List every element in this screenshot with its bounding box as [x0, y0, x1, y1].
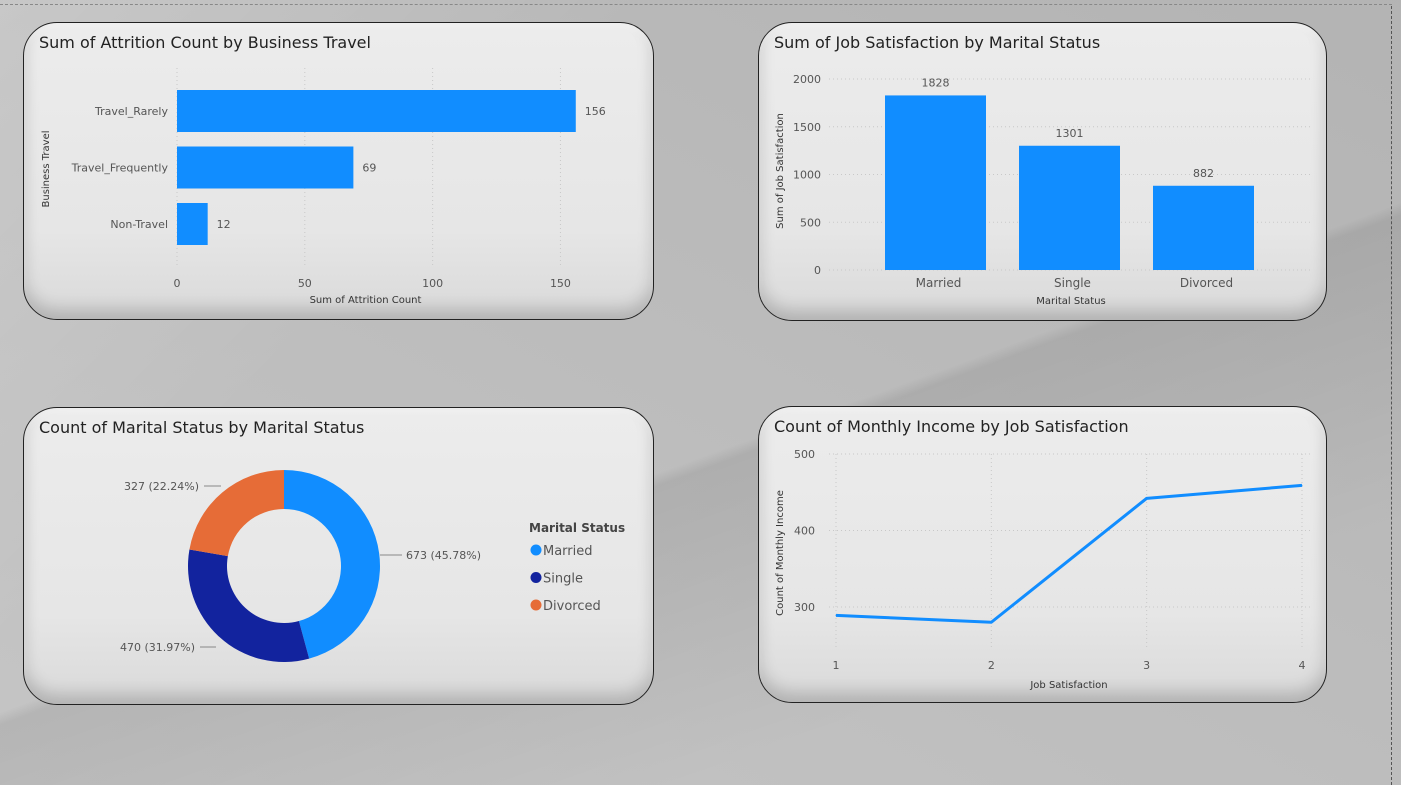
card-job-satisfaction-by-marital[interactable]: Sum of Job Satisfaction by Marital Statu… [758, 22, 1327, 321]
data-label: 470 (31.97%) [120, 641, 195, 654]
donut-slice [284, 470, 381, 659]
chart-title: Sum of Job Satisfaction by Marital Statu… [774, 33, 1101, 52]
y-tick-label: 1000 [793, 169, 821, 182]
donut-slice [188, 549, 310, 662]
bar [885, 95, 986, 271]
x-category-label: Married [916, 276, 962, 290]
x-tick-label: 100 [422, 277, 443, 290]
bar [1153, 185, 1254, 270]
x-tick-label: 3 [1143, 659, 1150, 672]
y-category-label: Travel_Rarely [94, 105, 168, 118]
legend-marker [530, 572, 542, 583]
x-axis-title: Job Satisfaction [1029, 680, 1107, 691]
bar [177, 203, 208, 245]
card-attrition-by-travel[interactable]: Sum of Attrition Count by Business Trave… [23, 22, 654, 320]
y-axis-title: Sum of Job Satisfaction [775, 113, 786, 229]
legend-item-label: Divorced [543, 599, 601, 614]
x-category-label: Divorced [1180, 276, 1233, 290]
y-axis-title: Business Travel [41, 130, 52, 207]
data-label: 12 [217, 218, 231, 231]
x-tick-label: 2 [988, 659, 995, 672]
y-tick-label: 2000 [793, 73, 821, 86]
data-label: 156 [585, 105, 606, 118]
series-line [835, 483, 1303, 624]
y-tick-label: 500 [794, 448, 815, 461]
y-tick-label: 300 [794, 601, 815, 614]
job-satisfaction-bar-chart: 0 500 1000 1500 2000 1828 Married 1301 Single 882… [775, 73, 1311, 307]
x-tick-label: 50 [298, 277, 312, 290]
data-label: 1301 [1056, 127, 1084, 140]
legend-item-label: Married [543, 544, 593, 559]
x-tick-label: 0 [174, 277, 181, 290]
data-point [990, 621, 992, 623]
data-label: 1828 [922, 76, 950, 89]
y-tick-label: 1500 [793, 121, 821, 134]
data-label: 327 (22.24%) [124, 480, 199, 493]
canvas-top-border [0, 0, 1392, 5]
data-point [1301, 484, 1303, 486]
chart-title: Sum of Attrition Count by Business Trave… [39, 33, 371, 52]
data-label: 882 [1193, 167, 1214, 180]
legend-item-label: Single [543, 572, 583, 587]
x-category-label: Single [1054, 276, 1091, 290]
y-tick-label: 500 [800, 216, 821, 229]
x-axis-title: Marital Status [1036, 296, 1106, 307]
y-tick-label: 400 [794, 524, 815, 537]
attrition-bar-chart: 0 50 100 150 Travel_Rarely 156 Travel_Frequent… [41, 68, 606, 306]
x-tick-label: 1 [833, 659, 840, 672]
y-axis-title: Count of Monthly Income [775, 490, 786, 616]
x-tick-label: 4 [1299, 659, 1306, 672]
y-tick-label: 0 [814, 264, 821, 277]
legend-marker [530, 599, 542, 611]
card-marital-status-donut[interactable]: Count of Marital Status by Marital Statu… [23, 407, 654, 705]
marital-status-donut-chart: 673 (45.78%) 470 (31.97%) 327 (22.24%) Mari… [120, 470, 625, 662]
x-tick-label: 150 [550, 277, 571, 290]
donut-slice [189, 470, 284, 557]
data-point [835, 614, 837, 616]
bar [177, 90, 576, 132]
legend-marker [530, 544, 542, 556]
data-label: 673 (45.78%) [406, 549, 481, 562]
data-point [1146, 497, 1148, 499]
data-label: 69 [362, 162, 376, 175]
y-category-label: Non-Travel [110, 218, 168, 231]
bar [1019, 145, 1120, 270]
chart-title: Count of Marital Status by Marital Statu… [39, 418, 365, 437]
card-income-by-satisfaction[interactable]: Count of Monthly Income by Job Satisfact… [758, 406, 1327, 703]
canvas-right-border [1391, 6, 1392, 785]
legend-title: Marital Status [529, 521, 625, 535]
chart-title: Count of Monthly Income by Job Satisfact… [774, 417, 1129, 436]
x-axis-title: Sum of Attrition Count [310, 295, 422, 306]
bar [177, 146, 354, 189]
y-category-label: Travel_Frequently [71, 162, 169, 175]
monthly-income-line-chart: 300 400 500 1 2 3 4 Job Satisfaction Count of Mo… [775, 448, 1311, 691]
